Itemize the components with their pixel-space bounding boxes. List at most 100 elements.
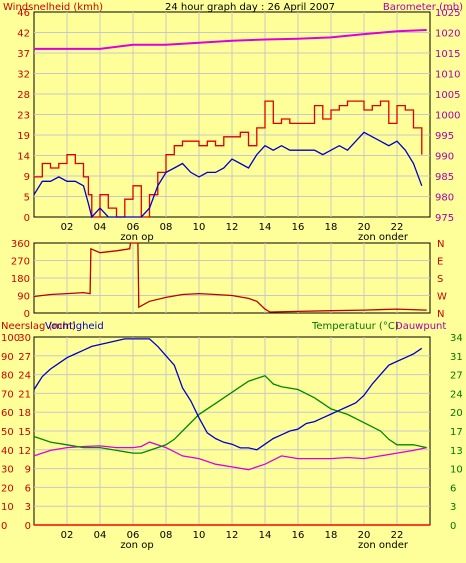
- humidity-tick-label: 30: [1, 465, 14, 476]
- humidity-tick-label: 90: [1, 352, 14, 363]
- compass-label: N: [437, 309, 444, 320]
- temperature-tick-label: 13: [450, 446, 463, 457]
- direction-panel-grid: [34, 243, 430, 313]
- humidity-tick-label: 50: [1, 427, 14, 438]
- barometer-tick-label: 980: [435, 193, 454, 204]
- hour-tick-label: 04: [94, 530, 107, 541]
- hour-tick-label: 18: [325, 530, 338, 541]
- rain-tick-label: 21: [18, 389, 31, 400]
- temperature-tick-label: 24: [450, 389, 463, 400]
- barometer-tick-label: 995: [435, 131, 454, 142]
- rain-tick-label: 15: [18, 427, 31, 438]
- rain-tick-label: 12: [18, 446, 31, 457]
- rain-tick-label: 18: [18, 408, 31, 419]
- chart-title: 24 hour graph day : 26 April 2007: [165, 2, 335, 13]
- direction-tick-label: 0: [24, 309, 30, 320]
- hour-tick-label: 10: [193, 222, 206, 233]
- compass-label: S: [437, 274, 443, 285]
- direction-tick-label: 180: [11, 274, 30, 285]
- direction-tick-label: 270: [11, 257, 30, 268]
- wind-barometer-panel: 0 5 9 14 19 23 28 32 37 42 46 975 980 985 990 995 1000 1…: [17, 8, 460, 243]
- wind-speed-tick-label: 19: [17, 131, 30, 142]
- wind-speed-tick-label: 32: [17, 70, 30, 81]
- rain-panel-hour-ticks: 02 04 06 08 10 12 14 16 18 20 22: [61, 530, 404, 541]
- humidity-tick-label: 80: [1, 371, 14, 382]
- temperature-tick-label: 27: [450, 371, 463, 382]
- humidity-line: [33, 338, 423, 451]
- sunset-label: zon onder: [358, 232, 409, 243]
- rain-tick-label: 27: [18, 352, 31, 363]
- hour-tick-label: 16: [292, 530, 305, 541]
- barometer-tick-label: 1015: [435, 49, 460, 60]
- barometer-tick-label: 1025: [435, 8, 460, 19]
- temperature-tick-label: 6: [450, 483, 456, 494]
- humidity-tick-label: 60: [1, 408, 14, 419]
- hour-tick-label: 10: [193, 530, 206, 541]
- rain-tick-label: 0: [25, 521, 31, 532]
- barometer-line: [34, 29, 427, 50]
- rain-tick-label: 9: [25, 465, 31, 476]
- rain-humidity-temperature-panel: Neerslag (mm) Vochtigheid Temperatuur (°…: [1, 321, 463, 551]
- hour-tick-label: 22: [391, 530, 404, 541]
- humidity-tick-label: 70: [1, 389, 14, 400]
- temperature-tick-label: 17: [450, 427, 463, 438]
- wind-speed-tick-label: 42: [17, 29, 30, 40]
- direction-degree-ticks: 0 90 180 270 360: [11, 239, 30, 320]
- hour-tick-label: 08: [160, 222, 173, 233]
- hour-tick-label: 12: [226, 530, 239, 541]
- wind-speed-tick-label: 14: [17, 152, 30, 163]
- hour-tick-label: 08: [160, 530, 173, 541]
- wind-speed-tick-label: 5: [24, 193, 30, 204]
- hour-tick-label: 06: [127, 222, 140, 233]
- barometer-tick-label: 975: [435, 213, 454, 224]
- sunrise-label: zon op: [120, 232, 153, 243]
- temperature-ticks: 0 3 6 10 13 17 20 24 27 31 34: [450, 333, 463, 532]
- hour-tick-label: 14: [259, 222, 272, 233]
- rain-tick-label: 3: [25, 502, 31, 513]
- wind-speed-line: [33, 131, 423, 219]
- barometer-tick-label: 1010: [435, 70, 460, 81]
- temperature-tick-label: 34: [450, 333, 463, 344]
- barometer-tick-label: 985: [435, 172, 454, 183]
- barometer-tick-label: 1020: [435, 29, 460, 40]
- temperature-axis-title: Temperatuur (°C): [311, 321, 399, 332]
- temperature-tick-label: 0: [450, 521, 456, 532]
- sunset-label-bottom: zon onder: [358, 540, 409, 551]
- wind-panel-hour-ticks: 02 04 06 08 10 12 14 16 18 20 22: [61, 222, 404, 233]
- temperature-tick-label: 10: [450, 465, 463, 476]
- wind-speed-tick-label: 46: [17, 8, 30, 19]
- wind-speed-tick-label: 28: [17, 90, 30, 101]
- hour-tick-label: 22: [391, 222, 404, 233]
- rain-panel-grid: [34, 337, 430, 525]
- humidity-axis-title: Vochtigheid: [45, 321, 104, 332]
- temperature-tick-label: 31: [450, 352, 463, 363]
- hour-tick-label: 14: [259, 530, 272, 541]
- rain-tick-label: 6: [25, 483, 31, 494]
- humidity-tick-label: 20: [1, 483, 14, 494]
- wind-speed-ticks: 0 5 9 14 19 23 28 32 37 42 46: [17, 8, 30, 224]
- barometer-ticks: 975 980 985 990 995 1000 1005 1010 1015 1020 1025: [435, 8, 460, 224]
- barometer-tick-label: 990: [435, 152, 454, 163]
- barometer-tick-label: 1005: [435, 90, 460, 101]
- wind-gust-line: [34, 100, 423, 218]
- hour-tick-label: 16: [292, 222, 305, 233]
- rain-tick-label: 30: [18, 333, 31, 344]
- hour-tick-label: 02: [61, 222, 74, 233]
- hour-tick-label: 12: [226, 222, 239, 233]
- hour-tick-label: 02: [61, 530, 74, 541]
- temperature-tick-label: 3: [450, 502, 456, 513]
- dewpoint-line: [33, 441, 427, 471]
- humidity-tick-label: 0: [1, 521, 7, 532]
- hour-tick-label: 20: [358, 222, 371, 233]
- wind-speed-tick-label: 9: [24, 172, 30, 183]
- compass-label: W: [437, 292, 447, 303]
- wind-speed-axis-title: Windsnelheid (kmh): [3, 2, 103, 13]
- compass-label: N: [437, 239, 444, 250]
- humidity-tick-label: 40: [1, 446, 14, 457]
- wind-speed-tick-label: 37: [17, 49, 30, 60]
- hour-tick-label: 06: [127, 530, 140, 541]
- wind-speed-tick-label: 23: [17, 111, 30, 122]
